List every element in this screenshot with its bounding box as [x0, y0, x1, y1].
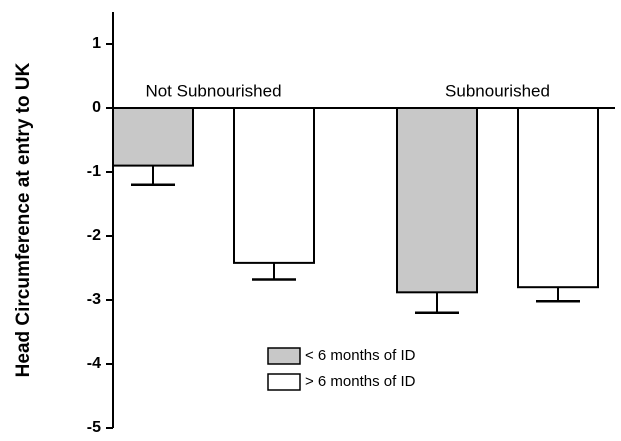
bar — [517, 107, 599, 289]
y-axis-label: Head Circumference at entry to UK — [13, 62, 34, 377]
legend-label: < 6 months of ID — [305, 347, 416, 364]
y-tick-label: 0 — [92, 99, 101, 116]
bar — [233, 107, 315, 264]
group-label: Subnourished — [445, 81, 550, 100]
group-label: Not Subnourished — [145, 81, 281, 100]
y-tick-label: -5 — [87, 419, 101, 436]
legend-swatch — [267, 373, 301, 391]
y-tick-label: -4 — [87, 355, 101, 372]
legend-label: > 6 months of ID — [305, 373, 416, 390]
legend-swatch — [267, 347, 301, 365]
y-tick-label: 1 — [92, 35, 101, 52]
y-tick-label: -2 — [87, 227, 101, 244]
y-tick-label: -1 — [87, 163, 101, 180]
bar — [112, 107, 194, 167]
bar — [396, 107, 478, 294]
y-tick-label: -3 — [87, 291, 101, 308]
